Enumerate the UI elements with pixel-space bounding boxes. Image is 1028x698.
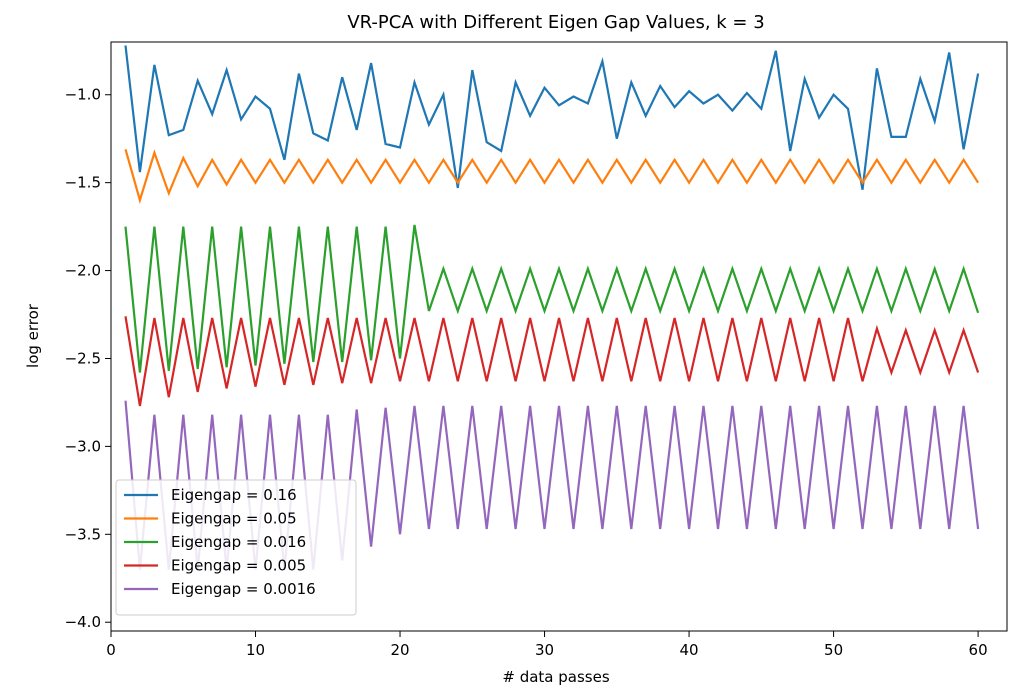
series-line-2 [124, 224, 980, 373]
y-tick-label: −2.0 [65, 262, 101, 280]
chart-title: VR-PCA with Different Eigen Gap Values, … [347, 12, 764, 33]
series-line-3 [124, 316, 980, 407]
x-tick-label: 0 [106, 641, 116, 659]
series-line-1 [124, 149, 980, 205]
legend-label-1: Eigengap = 0.05 [171, 510, 297, 528]
x-tick-label: 40 [680, 641, 699, 659]
y-axis-ticks: −4.0 −3.5 −3.0 −2.5 −2.0 −1.5 −1.0 [65, 86, 111, 631]
plot-lines [124, 45, 980, 570]
x-tick-label: 30 [535, 641, 554, 659]
y-tick-label: −1.5 [65, 174, 101, 192]
x-axis-label: # data passes [502, 668, 609, 686]
legend-label-2: Eigengap = 0.016 [171, 533, 306, 551]
x-tick-label: 10 [246, 641, 265, 659]
series-line-0 [124, 45, 980, 190]
series-line-4 [124, 400, 980, 570]
y-axis-label: log error [24, 303, 42, 368]
y-tick-label: −2.5 [65, 349, 101, 367]
x-tick-label: 50 [824, 641, 843, 659]
plot-frame [110, 41, 1008, 632]
y-tick-label: −3.5 [65, 525, 101, 543]
x-tick-label: 60 [969, 641, 988, 659]
legend-label-0: Eigengap = 0.16 [171, 486, 297, 504]
y-tick-label: −4.0 [65, 613, 101, 631]
legend-box [115, 479, 357, 616]
legend-label-4: Eigengap = 0.0016 [171, 580, 316, 598]
legend: Eigengap = 0.16 Eigengap = 0.05 Eigengap =… [115, 479, 357, 616]
x-tick-label: 20 [390, 641, 409, 659]
y-tick-label: −3.0 [65, 437, 101, 455]
y-tick-label: −1.0 [65, 86, 101, 104]
legend-label-3: Eigengap = 0.005 [171, 557, 306, 575]
x-axis-ticks: 0 10 20 30 40 50 60 [106, 631, 988, 659]
